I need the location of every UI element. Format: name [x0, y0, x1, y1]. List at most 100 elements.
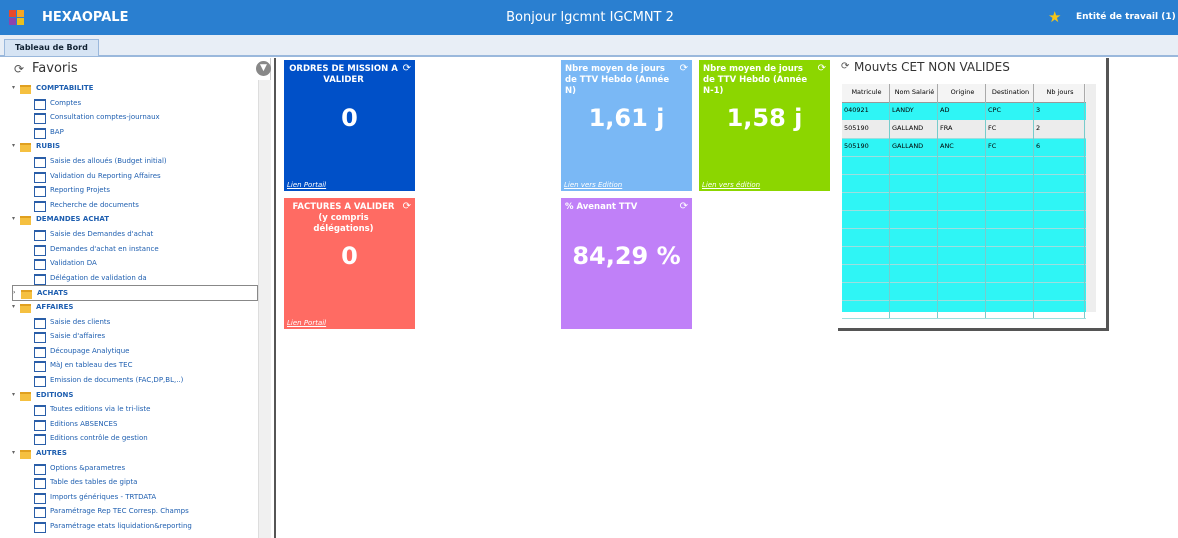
group-label[interactable]: ACHATS [37, 289, 69, 298]
tile-link[interactable]: Lien vers Edition [564, 181, 623, 189]
table-cell [842, 282, 890, 300]
entity[interactable]: Entité de travail (1) [1076, 12, 1176, 22]
group-label[interactable]: COMPTABILITE [36, 84, 94, 92]
item-label[interactable]: Imports génériques - TRTDATA [50, 492, 157, 501]
tile-link[interactable]: Lien Portail [287, 319, 327, 327]
item-icon [34, 273, 46, 285]
group-row[interactable]: ▾ AFFAIRES [12, 300, 256, 314]
table-row[interactable]: 040921 LANDY AD CPC 3 [842, 102, 1086, 121]
empty-row [842, 300, 1086, 319]
tile-value: 1,61 j [588, 104, 665, 132]
item-icon [34, 186, 46, 198]
empty-row [842, 282, 1086, 301]
item-label[interactable]: Découpage Analytique [50, 346, 130, 355]
item-label[interactable]: Toutes editions via le tri-liste [50, 405, 151, 414]
tile-title: FACTURES A VALIDER (y compris délégation… [292, 202, 395, 234]
table-cell [986, 264, 1034, 282]
table-cell [938, 246, 986, 264]
refresh-icon[interactable]: ⟳ [679, 63, 688, 74]
app-name: HEXAOPALE [42, 10, 129, 25]
item-label[interactable]: Saisie d'affaires [50, 332, 106, 341]
item-label[interactable]: Paramétrage Rep TEC Corresp. Champs [50, 507, 189, 516]
table-panel: ⟳ Mouvts CET NON VALIDES Matricule Nom Sa… [838, 58, 1109, 331]
item-label[interactable]: Options &parametres [50, 463, 126, 472]
refresh-icon[interactable]: ⟳ [817, 63, 826, 74]
column-header[interactable]: Nom Salarié [890, 84, 938, 102]
tile-value: 0 [341, 104, 358, 132]
group-label[interactable]: EDITIONS [36, 390, 74, 399]
star-icon[interactable]: ★ [1048, 8, 1062, 26]
item-label[interactable]: Saisie des Demandes d'achat [50, 230, 154, 238]
column-header[interactable]: Matricule [842, 84, 890, 102]
refresh-icon[interactable]: ⟳ [402, 201, 411, 212]
column-header[interactable]: Nb jours [1034, 84, 1085, 102]
item-label[interactable]: Editions contrôle de gestion [50, 434, 148, 443]
item-label[interactable]: Table des tables de gipta [50, 478, 138, 487]
group-row[interactable]: ▾ AUTRES [12, 446, 256, 460]
empty-row [842, 156, 1086, 175]
table-cell [938, 228, 986, 246]
table-row[interactable]: 505190 GALLAND ANC FC 6 [842, 138, 1086, 157]
item-icon [34, 507, 46, 519]
expand-icon[interactable]: ▾ [12, 303, 16, 310]
group-label[interactable]: AUTRES [36, 449, 67, 457]
group-row[interactable]: › ACHATS [12, 285, 258, 302]
table-cell [938, 264, 986, 282]
expand-icon[interactable]: ▾ [12, 84, 16, 91]
group-row[interactable]: ▾ EDITIONS [12, 388, 256, 402]
item-label[interactable]: MàJ en tableau des TEC [50, 361, 133, 370]
table-cell [842, 246, 890, 264]
item-label[interactable]: Emission de documents (FAC,DP,BL,..) [50, 376, 184, 384]
tab[interactable]: Tableau de Bord [4, 39, 99, 56]
item-icon [34, 361, 46, 373]
item-label[interactable]: Demandes d'achat en instance [50, 244, 159, 253]
item-label[interactable]: Saisie des alloués (Budget initial) [50, 157, 167, 165]
group-label[interactable]: AFFAIRES [36, 303, 74, 311]
item-label[interactable]: Paramétrage etats liquidation&reporting [50, 522, 192, 530]
expand-icon[interactable]: ▾ [12, 142, 16, 150]
column-header[interactable]: Origine [938, 84, 986, 102]
item-label[interactable]: Validation DA [50, 259, 97, 268]
group-label[interactable]: DEMANDES ACHAT [36, 215, 109, 224]
group-row[interactable]: ▾ RUBIS [12, 139, 256, 153]
item-label[interactable]: Recherche de documents [50, 200, 139, 209]
item-label[interactable]: Saisie des clients [50, 317, 111, 326]
item-label[interactable]: Reporting Projets [50, 186, 111, 195]
table-row[interactable]: 505190 GALLAND FRA FC 2 [842, 120, 1086, 139]
empty-row [842, 228, 1086, 247]
tile-value: 84,29 % [572, 242, 681, 270]
item-label[interactable]: Comptes [50, 98, 82, 107]
table-cell [938, 282, 986, 300]
item-label[interactable]: Validation du Reporting Affaires [50, 171, 161, 180]
sidebar: ⟳ Favoris ▼ ▾ COMPTABILITE Comptes Consulta… [8, 58, 271, 538]
tile-link[interactable]: Lien vers édition [702, 181, 761, 189]
table-cell [986, 192, 1034, 210]
table-cell: FC [986, 138, 1034, 156]
table-cell [1034, 192, 1085, 210]
refresh-icon[interactable]: ⟳ [679, 201, 688, 212]
table-cell [938, 300, 986, 318]
item-label[interactable]: BAP [50, 127, 64, 136]
expand-icon[interactable]: ▾ [12, 449, 16, 456]
table-cell [986, 300, 1034, 318]
tile-title: ORDRES DE MISSION A VALIDER [289, 64, 398, 85]
expand-icon[interactable]: ▾ [12, 390, 16, 398]
item-label[interactable]: Consultation comptes-journaux [50, 113, 160, 122]
table-cell: AD [938, 102, 986, 120]
group-row[interactable]: ▾ DEMANDES ACHAT [12, 212, 256, 226]
tile-link[interactable]: Lien Portail [287, 181, 327, 189]
expand-icon[interactable]: › [13, 289, 16, 297]
item-label[interactable]: Editions ABSENCES [50, 419, 118, 428]
item-icon [34, 200, 46, 212]
group-label[interactable]: RUBIS [36, 142, 61, 151]
column-header[interactable]: Destination [986, 84, 1034, 102]
item-icon [34, 346, 46, 358]
menu-button[interactable]: ▼ [256, 61, 271, 76]
refresh-icon[interactable]: ⟳ [841, 61, 850, 72]
refresh-icon[interactable]: ⟳ [402, 63, 411, 74]
group-row[interactable]: ▾ COMPTABILITE [12, 81, 256, 95]
expand-icon[interactable]: ▾ [12, 215, 16, 223]
refresh-icon[interactable]: ⟳ [14, 62, 25, 76]
item-label[interactable]: Délégation de validation da [50, 273, 147, 282]
